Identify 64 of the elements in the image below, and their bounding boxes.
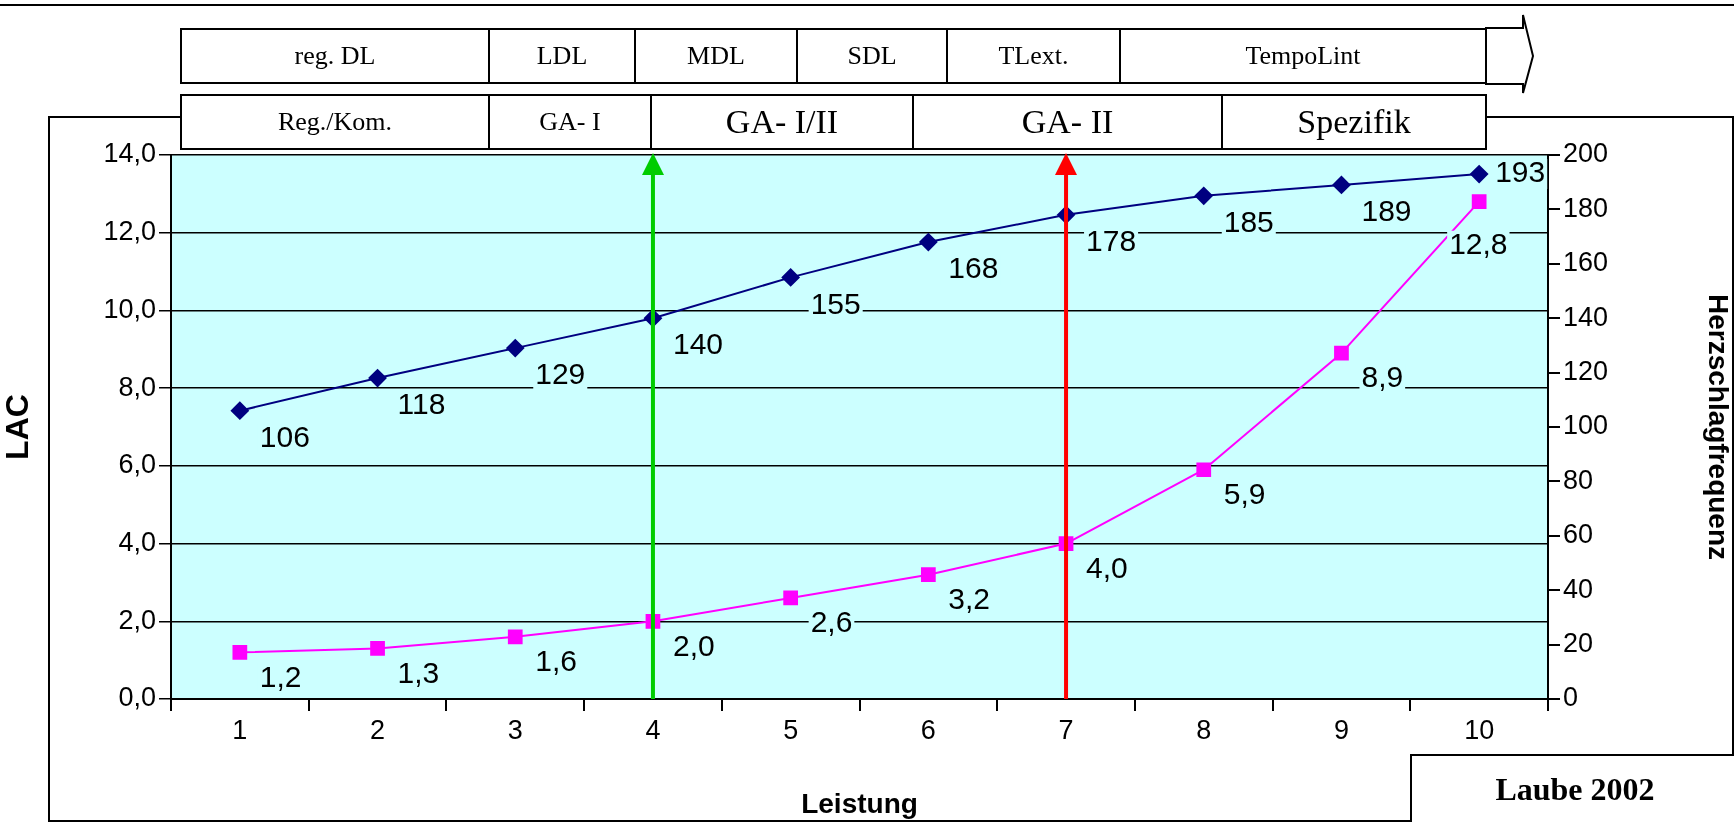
text: GA- I xyxy=(488,94,652,150)
data-label: 8,9 xyxy=(1361,360,1404,394)
x-tick-label: 3 xyxy=(507,714,523,745)
x-axis-title: Leistung xyxy=(801,787,918,819)
text: MDL xyxy=(634,28,798,84)
y2-tick-label: 140 xyxy=(1563,301,1609,332)
text: reg. DL xyxy=(180,28,490,84)
y2-tick-label: 40 xyxy=(1563,573,1594,604)
x-tick-label: 8 xyxy=(1196,714,1212,745)
y2-tick-label: 80 xyxy=(1563,464,1594,495)
text: TempoLint xyxy=(1119,28,1487,84)
y-tick-label: 4,0 xyxy=(118,527,156,558)
y2-axis-title: Herzschlagfrequenz xyxy=(1703,293,1734,561)
data-label: 1,3 xyxy=(397,655,440,689)
y-tick-label: 14,0 xyxy=(103,138,156,169)
x-tick-label: 5 xyxy=(783,714,799,745)
y-tick-label: 12,0 xyxy=(103,216,156,247)
data-label: 189 xyxy=(1361,194,1412,228)
x-tick-label: 4 xyxy=(645,714,661,745)
y-tick-label: 6,0 xyxy=(118,449,156,480)
x-tick-label: 2 xyxy=(370,714,386,745)
y-tick-label: 0,0 xyxy=(118,682,156,713)
data-label: 2,0 xyxy=(672,628,715,662)
text: TLext. xyxy=(946,28,1121,84)
text: Laube 2002 xyxy=(1410,754,1734,822)
y2-tick-label: 20 xyxy=(1563,628,1594,659)
data-label: 185 xyxy=(1223,205,1274,239)
data-label: 5,9 xyxy=(1223,477,1266,511)
text: Reg./Kom. xyxy=(180,94,490,150)
x-tick-label: 1 xyxy=(232,714,248,745)
y2-tick-label: 200 xyxy=(1563,138,1609,169)
x-tick-label: 7 xyxy=(1058,714,1074,745)
data-label: 1,6 xyxy=(535,644,577,678)
data-label: 12,8 xyxy=(1449,226,1508,260)
data-label: 4,0 xyxy=(1086,550,1128,584)
text: SDL xyxy=(796,28,948,84)
y2-tick-label: 180 xyxy=(1563,192,1609,223)
y2-tick-label: 160 xyxy=(1563,247,1609,278)
x-tick-label: 10 xyxy=(1464,714,1495,745)
text: LDL xyxy=(488,28,636,84)
text: Spezifik xyxy=(1221,94,1487,150)
data-label: 193 xyxy=(1495,155,1546,189)
data-label: 106 xyxy=(259,419,310,453)
y2-tick-label: 120 xyxy=(1563,356,1609,387)
text: GA- I/II xyxy=(650,94,914,150)
y2-tick-label: 0 xyxy=(1563,682,1579,713)
data-label: 129 xyxy=(535,357,586,391)
data-label: 155 xyxy=(810,286,861,320)
x-tick-label: 6 xyxy=(920,714,936,745)
data-label: 140 xyxy=(672,327,724,361)
data-label: 118 xyxy=(397,387,446,421)
y-tick-label: 10,0 xyxy=(103,293,156,324)
data-label: 2,6 xyxy=(810,605,853,639)
data-label: 178 xyxy=(1086,224,1137,258)
data-label: 1,2 xyxy=(259,659,302,693)
y-tick-label: 8,0 xyxy=(118,371,156,402)
y2-tick-label: 100 xyxy=(1563,410,1609,441)
x-tick-label: 9 xyxy=(1333,714,1349,745)
data-label: 3,2 xyxy=(948,581,991,615)
data-label: 168 xyxy=(948,251,999,285)
y-tick-label: 2,0 xyxy=(118,604,156,635)
y-axis-title: LAC xyxy=(0,394,36,460)
y2-tick-label: 60 xyxy=(1563,519,1594,550)
text: GA- II xyxy=(912,94,1223,150)
